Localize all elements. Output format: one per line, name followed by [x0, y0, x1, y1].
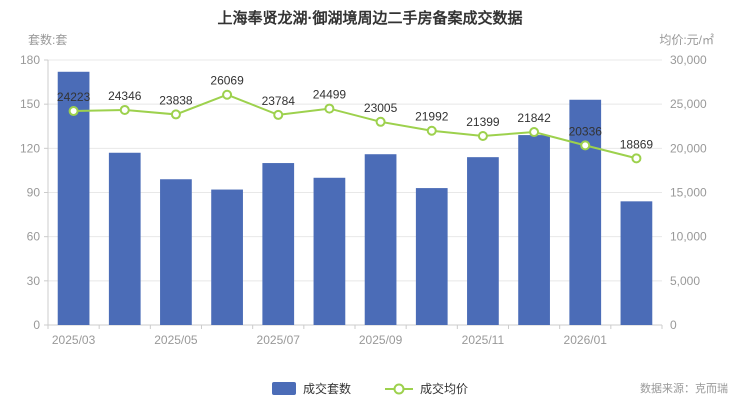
point-2026/01[interactable]: [580, 140, 591, 151]
bar-2025/04[interactable]: [108, 152, 141, 325]
legend-price-label: 成交均价: [420, 382, 469, 396]
legend-item-price[interactable]: 成交均价: [385, 380, 468, 397]
legend-item-volume[interactable]: 成交套数: [271, 380, 351, 397]
bar-2025/11[interactable]: [467, 157, 499, 325]
price-label-2025/08: 24499: [313, 88, 347, 102]
left-axis-tick-label: 60: [27, 230, 41, 244]
bar-2025/09[interactable]: [364, 154, 397, 325]
left-axis-tick-label: 30: [27, 274, 41, 288]
x-axis-tick-label: 2025/07: [257, 333, 301, 347]
x-axis-tick-label: 2025/05: [154, 333, 198, 347]
point-2025/04[interactable]: [119, 104, 130, 115]
point-2026/02[interactable]: [631, 153, 642, 164]
bar-swatch-icon: [271, 382, 296, 395]
point-2025/10[interactable]: [426, 125, 437, 136]
price-label-2025/07: 23784: [262, 94, 296, 108]
price-label-2025/06: 26069: [210, 74, 244, 88]
price-label-2026/02: 18869: [620, 137, 654, 151]
left-axis-tick-label: 0: [33, 318, 40, 332]
x-axis-tick-label: 2026/01: [564, 333, 608, 347]
data-source: 数据来源：克而瑞: [640, 383, 728, 395]
x-axis-tick-label: 2025/03: [52, 333, 96, 347]
bar-2025/08[interactable]: [313, 177, 346, 325]
right-axis-tick-label: 15,000: [670, 186, 707, 200]
price-label-2025/12: 21842: [517, 111, 551, 125]
point-2025/03[interactable]: [68, 106, 79, 117]
point-2025/05[interactable]: [170, 109, 181, 120]
right-axis-tick-label: 5,000: [670, 274, 700, 288]
price-label-2025/10: 21992: [415, 110, 449, 124]
point-2025/11[interactable]: [477, 130, 488, 141]
bar-2026/02[interactable]: [620, 201, 653, 325]
line-swatch-icon: [385, 383, 413, 394]
right-axis-tick-label: 10,000: [670, 230, 707, 244]
bar-2025/06[interactable]: [211, 189, 243, 325]
bar-2025/10[interactable]: [415, 188, 448, 325]
bar-2025/07[interactable]: [262, 163, 295, 325]
left-axis-tick-label: 120: [20, 141, 40, 155]
left-axis-unit-label: 套数:套: [28, 33, 68, 47]
x-axis-tick-label: 2025/11: [462, 333, 505, 347]
right-axis-tick-label: 30,000: [670, 53, 707, 67]
price-line: [73, 93, 637, 160]
chart-title: 上海奉贤龙湖·御湖境周边二手房备案成交数据: [217, 10, 523, 27]
point-2025/06[interactable]: [222, 89, 233, 100]
price-label-2026/01: 20336: [569, 124, 603, 138]
x-axis-tick-label: 2025/09: [359, 333, 403, 347]
bar-2025/05[interactable]: [160, 179, 192, 325]
legend: 成交套数 成交均价: [0, 380, 740, 397]
right-axis-tick-label: 0: [670, 318, 677, 332]
bar-2026/01[interactable]: [569, 99, 602, 325]
right-axis-unit-label: 均价:元/㎡: [659, 33, 714, 47]
price-label-2025/11: 21399: [466, 115, 500, 129]
price-label-2025/04: 24346: [108, 89, 142, 103]
bar-2025/12[interactable]: [518, 135, 550, 325]
point-2025/09[interactable]: [375, 116, 386, 127]
price-label-2025/03: 24223: [57, 90, 91, 104]
right-axis-tick-label: 20,000: [670, 141, 707, 155]
left-axis-tick-label: 150: [20, 97, 40, 111]
line-marker-icon: [393, 383, 405, 394]
point-2025/08[interactable]: [324, 103, 335, 114]
combo-bar-line-chart: 0 30 60 90 120 150 180 0 5,000 10,000 15,000 20,000…: [20, 53, 707, 347]
left-axis-tick-label: 90: [27, 186, 41, 200]
legend-volume-label: 成交套数: [302, 382, 351, 396]
point-2025/07[interactable]: [273, 109, 284, 120]
price-label-2025/05: 23838: [159, 93, 193, 107]
left-axis-tick-label: 180: [20, 53, 40, 67]
right-axis-tick-label: 25,000: [670, 97, 707, 111]
point-2025/12[interactable]: [529, 127, 540, 138]
price-label-2025/09: 23005: [364, 101, 398, 115]
